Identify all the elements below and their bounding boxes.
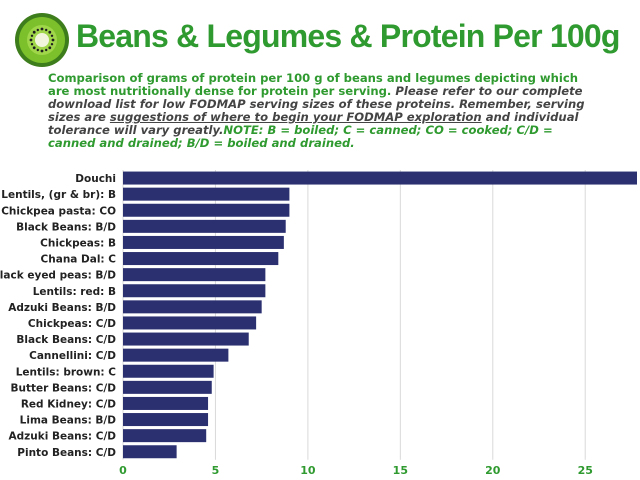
bars (123, 171, 637, 459)
category-label: Chickpeas: C/D (28, 318, 116, 330)
category-label: Pinto Beans: C/D (17, 447, 116, 459)
category-label: Chana Dal: C (41, 254, 117, 266)
category-label: Cannellini: C/D (29, 350, 116, 362)
description: Comparison of grams of protein per 100 g… (48, 72, 596, 150)
category-label: Black eyed peas: B/D (0, 270, 116, 282)
bar (123, 300, 262, 314)
x-tick-label: 25 (578, 464, 593, 477)
bar (123, 187, 290, 201)
x-tick-labels: 0 5 10 15 20 25 (119, 464, 593, 477)
bar (123, 235, 284, 249)
bar (123, 396, 209, 410)
bar (123, 332, 249, 346)
bar (123, 219, 286, 233)
category-label: Red Kidney: C/D (21, 398, 116, 410)
bar (123, 252, 279, 266)
x-tick-label: 0 (119, 464, 127, 477)
description-tolerance: and individual tolerance will vary great… (48, 110, 579, 137)
category-labels: Douchi Lentils, (gr & br): B Chickpea past… (0, 173, 116, 459)
category-label: Adzuki Beans: C/D (8, 431, 116, 443)
category-label: Lentils, (gr & br): B (1, 189, 116, 201)
category-label: Lima Beans: B/D (20, 415, 117, 427)
category-label: Adzuki Beans: B/D (8, 302, 116, 314)
kiwi-icon (15, 13, 69, 67)
category-label: Lentils: brown: C (16, 366, 117, 378)
x-tick-label: 15 (393, 464, 408, 477)
category-label: Butter Beans: C/D (10, 382, 116, 394)
category-label: Chickpea pasta: CO (1, 205, 116, 217)
bar (123, 171, 637, 185)
category-label: Black Beans: C/D (16, 334, 116, 346)
bar (123, 364, 214, 378)
bar (123, 380, 212, 394)
bar (123, 268, 266, 282)
bar (123, 445, 177, 459)
category-label: Chickpeas: B (40, 237, 116, 249)
description-intro: Comparison of grams of protein per 100 g… (48, 71, 578, 98)
bar (123, 413, 209, 427)
bar (123, 203, 290, 217)
bar (123, 348, 229, 362)
category-label: Lentils: red: B (33, 286, 116, 298)
grid-lines (122, 170, 586, 460)
bar (123, 429, 207, 443)
x-tick-label: 10 (300, 464, 316, 477)
description-guidance: Please refer to our complete download li… (48, 84, 585, 137)
x-tick-label: 20 (485, 464, 501, 477)
description-guidance-text: Please refer to our complete download li… (48, 84, 585, 124)
category-label: Douchi (75, 173, 116, 185)
description-note: NOTE: B = boiled; C = canned; CO = cooke… (48, 123, 553, 150)
bar (123, 284, 266, 298)
x-tick-label: 5 (212, 464, 220, 477)
header: Beans & Legumes & Protein Per 100g (0, 0, 640, 72)
page-title: Beans & Legumes & Protein Per 100g (76, 18, 620, 54)
category-label: Black Beans: B/D (16, 221, 116, 233)
description-underlined: suggestions of where to begin your FODMA… (109, 110, 482, 124)
bar (123, 316, 257, 330)
